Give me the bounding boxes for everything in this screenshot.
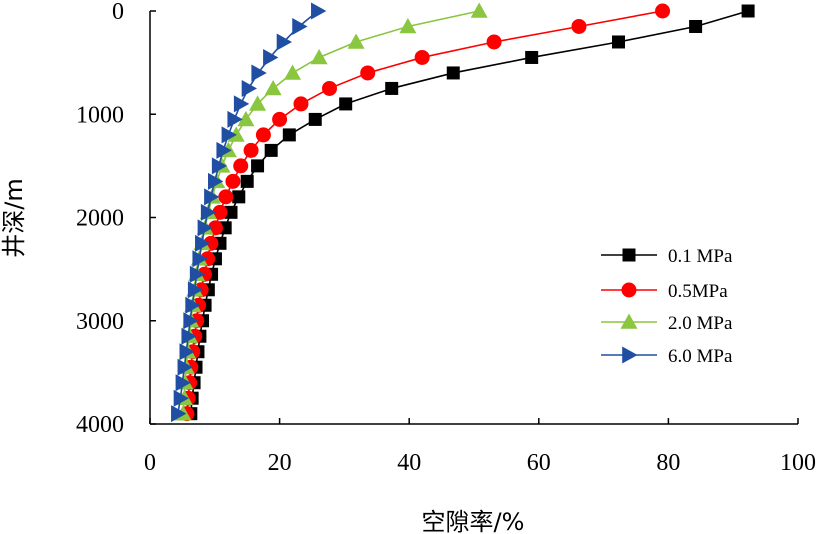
data-point [200, 203, 217, 221]
data-point [241, 79, 257, 97]
y-tick-label: 2000 [76, 206, 124, 232]
data-point [208, 172, 224, 190]
y-tick-label: 1000 [76, 102, 124, 128]
legend: 0.1 MPa 0.5MPa 2.0 MPa 6.0 MPa [601, 246, 733, 367]
data-point [446, 66, 460, 80]
x-tick-label: 20 [268, 450, 292, 476]
data-point [233, 158, 249, 174]
legend-marker [621, 282, 637, 298]
data-point [399, 17, 417, 34]
x-tick-label: 100 [780, 450, 816, 476]
data-point [243, 142, 259, 158]
legend-label: 0.1 MPa [668, 246, 733, 267]
data-point [187, 281, 204, 299]
data-point [251, 64, 267, 82]
data-point [284, 64, 302, 80]
data-point [177, 358, 193, 376]
data-point [249, 95, 267, 111]
data-point [218, 189, 234, 205]
data-point [212, 204, 228, 220]
data-point [224, 205, 238, 219]
data-point [272, 111, 288, 127]
x-tick-label: 60 [527, 450, 551, 476]
data-point [240, 174, 254, 188]
data-point [181, 327, 197, 345]
y-axis-title: 井深/m [0, 178, 28, 257]
data-point [612, 35, 626, 49]
data-point [173, 389, 189, 407]
legend-label: 0.5MPa [668, 281, 728, 302]
data-point [470, 2, 488, 18]
data-point [221, 126, 237, 144]
data-point [204, 188, 220, 206]
data-point [689, 19, 703, 33]
data-point [310, 48, 328, 65]
data-point [179, 343, 195, 361]
y-tick-label: 0 [112, 0, 124, 25]
series-layer [171, 2, 755, 423]
data-point [251, 159, 265, 173]
data-point [292, 17, 308, 35]
legend-marker [620, 313, 638, 329]
legend-marker [622, 248, 636, 262]
data-point [192, 250, 208, 268]
data-point [571, 18, 587, 34]
data-point [185, 296, 201, 314]
data-point [195, 234, 211, 252]
data-point [197, 219, 213, 237]
data-point [741, 4, 755, 18]
data-point [171, 405, 187, 423]
data-point [255, 127, 271, 143]
legend-label: 6.0 MPa [668, 346, 733, 367]
data-point [486, 34, 502, 50]
data-point [347, 33, 365, 49]
data-point [183, 312, 199, 330]
legend-marker [622, 346, 638, 364]
data-point [227, 126, 245, 142]
data-point [276, 33, 292, 51]
x-tick-label: 80 [656, 450, 680, 476]
legend-label: 2.0 MPa [668, 313, 733, 334]
data-point [232, 190, 246, 204]
data-point [293, 96, 309, 112]
data-point [211, 157, 228, 175]
data-point [233, 95, 250, 113]
data-point [264, 79, 282, 96]
data-point [237, 110, 255, 127]
data-point [263, 48, 279, 66]
y-tick-label: 4000 [76, 412, 124, 438]
data-point [385, 81, 399, 95]
data-point [264, 143, 278, 157]
data-point [282, 128, 296, 142]
x-tick-label: 0 [144, 450, 156, 476]
data-point [227, 110, 243, 128]
series-3 [171, 2, 327, 423]
data-point [525, 50, 539, 64]
data-point [189, 265, 206, 283]
data-point [216, 141, 232, 159]
data-point [360, 65, 376, 81]
series-line [190, 10, 749, 414]
data-point [414, 49, 430, 65]
data-point [321, 80, 337, 96]
x-tick-label: 40 [397, 450, 421, 476]
data-point [339, 97, 353, 111]
x-axis-title: 空隙率/% [422, 508, 525, 534]
data-point [225, 173, 241, 189]
y-tick-label: 3000 [76, 309, 124, 335]
data-point [655, 3, 671, 19]
data-point [311, 2, 327, 20]
data-point [175, 374, 191, 392]
data-point [308, 112, 322, 126]
